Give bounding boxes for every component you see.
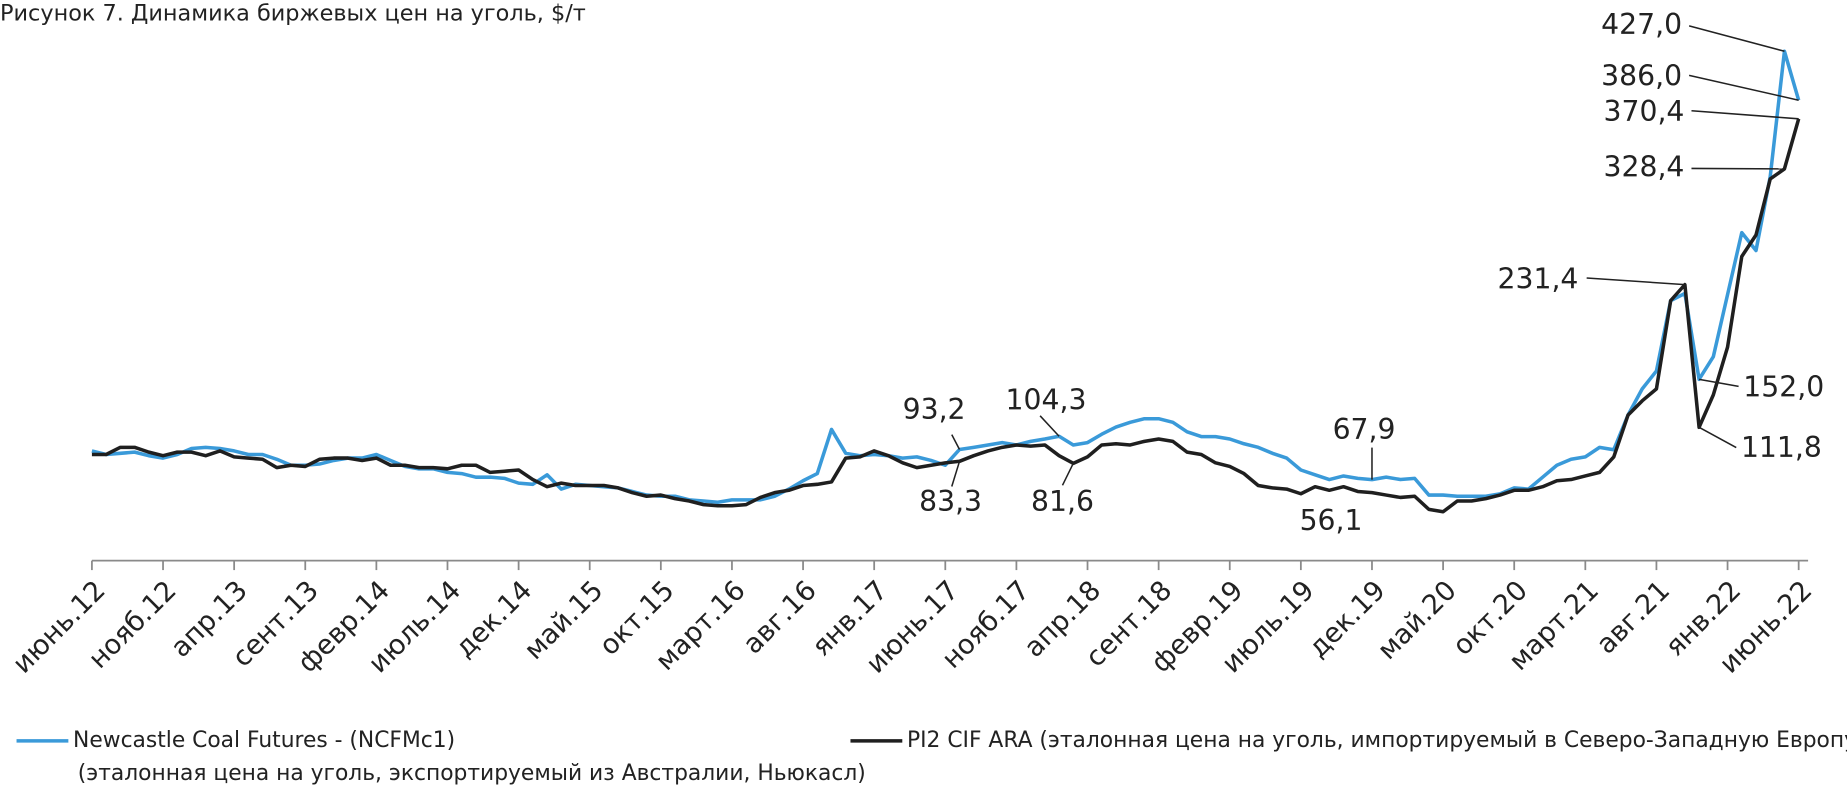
leader-line xyxy=(1586,277,1685,286)
value-label: 386,0 xyxy=(1601,60,1682,93)
x-tick-label: май.15 xyxy=(518,575,609,666)
leader-line xyxy=(1698,426,1737,449)
leader-line xyxy=(1061,462,1074,486)
value-label: 67,9 xyxy=(1333,413,1396,446)
value-label: 83,3 xyxy=(919,485,982,518)
value-label: 93,2 xyxy=(903,393,966,426)
leader-line xyxy=(951,461,961,487)
line-series xyxy=(91,118,1801,514)
line-series xyxy=(91,49,1801,504)
x-tick-label: авг.16 xyxy=(737,575,822,660)
value-label: 231,4 xyxy=(1498,262,1579,295)
legend-label: Newcastle Coal Futures - (NCFMc1) (эталон… xyxy=(73,728,866,786)
x-tick-label: май.20 xyxy=(1372,575,1463,666)
leader-line xyxy=(1691,109,1799,120)
value-label: 152,0 xyxy=(1743,371,1824,404)
value-label: 328,4 xyxy=(1604,150,1685,183)
x-tick-label: авг.21 xyxy=(1591,575,1676,660)
leader-line xyxy=(1698,378,1739,388)
leader-line xyxy=(1039,415,1060,437)
value-label: 81,6 xyxy=(1031,485,1094,518)
leader-line xyxy=(1688,74,1799,101)
value-label: 56,1 xyxy=(1300,504,1363,537)
leader-line xyxy=(951,434,961,450)
chart-title: Рисунок 7. Динамика биржевых цен на угол… xyxy=(0,1,586,27)
value-label: 111,8 xyxy=(1741,431,1822,464)
legend-label: PI2 CIF ARA (эталонная цена на уголь, им… xyxy=(907,728,1847,753)
leader-line xyxy=(1688,25,1785,53)
value-label: 427,0 xyxy=(1601,8,1682,41)
value-label: 104,3 xyxy=(1006,384,1087,417)
value-label: 370,4 xyxy=(1604,95,1685,128)
